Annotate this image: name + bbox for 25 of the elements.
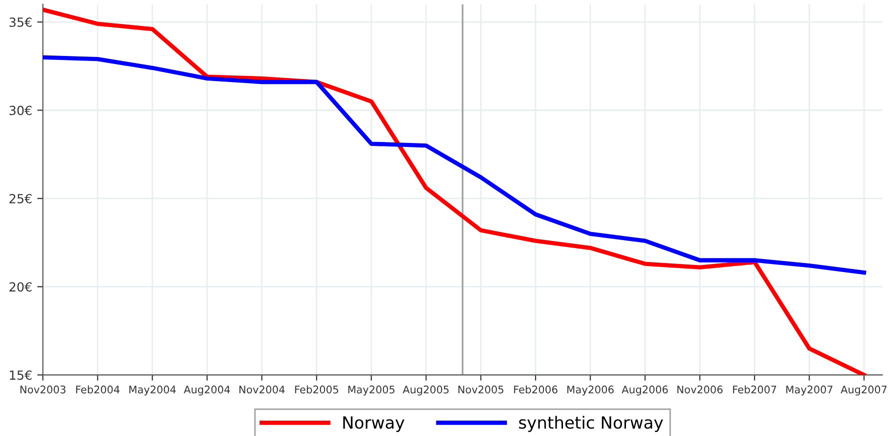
x-tick-label: Aug2007 [840,386,887,396]
x-tick-label: May2007 [786,386,832,396]
x-tick-label: Feb2006 [514,385,558,394]
line-series [42,8,866,375]
x-tick-label: May2004 [129,386,176,396]
x-tick-label: May2006 [567,386,614,396]
x-tick-label: Nov2006 [677,386,723,394]
x-tick-label: Nov2005 [458,386,504,394]
y-tick-label: 30€ [10,106,32,116]
y-tick-label: 20€ [10,282,32,292]
x-tick-label: Nov2004 [239,386,285,394]
x-tick-label: May2005 [348,386,394,396]
x-tick-label: Feb2004 [76,385,120,394]
line-series [42,55,866,275]
y-tick-label: 25€ [10,194,32,204]
x-tick-label: Feb2007 [733,385,776,394]
x-tick-label: Nov2003 [20,386,66,394]
y-tick-label: 15€ [10,370,32,380]
x-tick-label: Aug2005 [402,386,449,396]
x-tick-label: Feb2005 [295,385,338,394]
x-tick-label: Aug2004 [184,386,230,396]
y-tick-label: 35€ [10,17,32,27]
legend-label: synthetic Norway [519,416,664,432]
legend-label: Norway [343,416,404,432]
x-tick-label: Aug2006 [622,386,668,396]
